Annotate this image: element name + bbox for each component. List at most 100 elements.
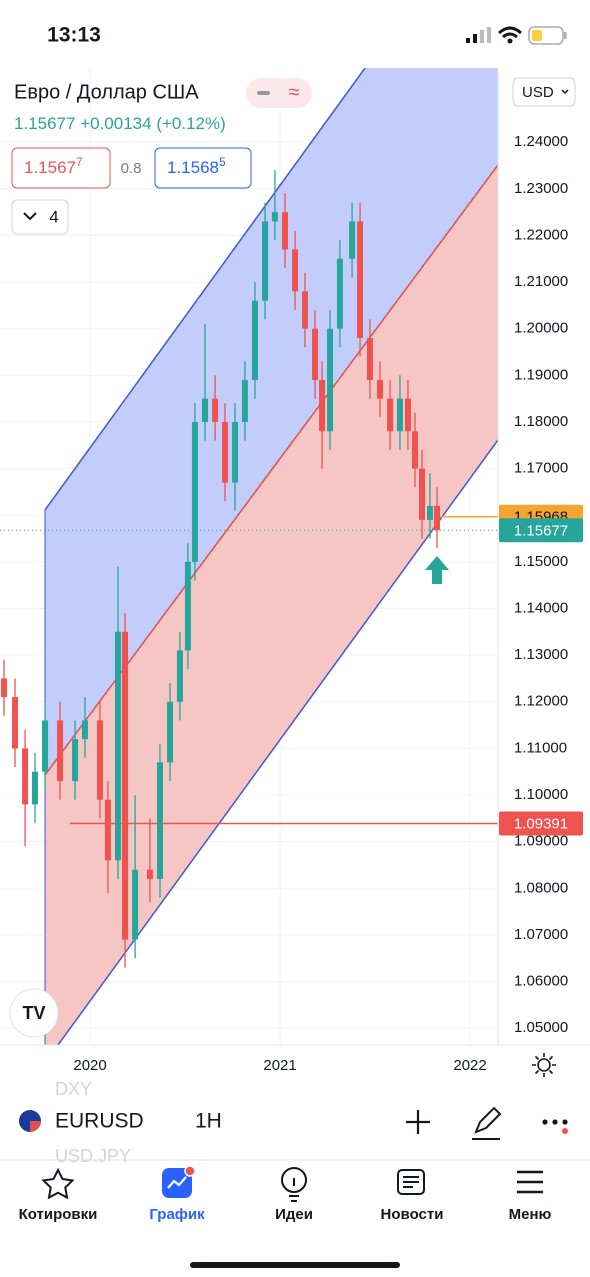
logo-button[interactable] (9, 988, 59, 1038)
last-price: 1.15677 (14, 114, 75, 133)
ghost-symbol-top: DXY (55, 1079, 92, 1099)
candle-body (0, 678, 7, 698)
buy-price: 1.15685 (167, 155, 226, 177)
more-button[interactable] (542, 1119, 568, 1134)
x-tick-label: 2020 (73, 1057, 106, 1074)
currency-label: USD (522, 84, 554, 101)
dropdown-chevron (561, 89, 569, 95)
nav-chart[interactable]: График (149, 1206, 205, 1223)
symbol[interactable]: EURUSD (55, 1110, 144, 1133)
candle-body (167, 701, 174, 763)
candle-body (357, 221, 364, 339)
candle-body (122, 631, 129, 940)
price-level-box (499, 811, 583, 836)
ghost-symbol-bottom: USD.JPY (55, 1146, 131, 1166)
interval[interactable]: 1H (195, 1110, 222, 1133)
candle-body (57, 720, 64, 782)
nav-news[interactable]: Новости (381, 1206, 444, 1223)
candle-body (282, 212, 289, 250)
candle-body (426, 505, 433, 520)
y-tick-label: 1.17000 (514, 460, 568, 477)
nav-badge (184, 1165, 196, 1177)
candle-body (396, 398, 403, 432)
candle-body (387, 398, 394, 432)
indicators-count: 4 (49, 207, 58, 226)
candle-body (377, 379, 384, 399)
y-tick-label: 1.07000 (514, 926, 568, 943)
nav-menu[interactable]: Меню (509, 1206, 552, 1223)
y-tick-label: 1.20000 (514, 320, 568, 337)
toggle-dash (257, 91, 270, 95)
y-tick-label: 1.14000 (514, 599, 568, 616)
candle-body (301, 291, 308, 329)
candle-body (312, 328, 319, 380)
visibility-toggle[interactable] (246, 78, 312, 108)
channel-upper-fill (45, 68, 498, 775)
candle-body (232, 421, 239, 483)
candle-body (327, 328, 334, 432)
sell-price: 1.15677 (24, 155, 83, 177)
buy-main: 1.1568 (167, 158, 219, 177)
candle-body (418, 468, 425, 520)
channel-upper-line (44, 68, 366, 511)
candle-body (104, 799, 111, 861)
status-icons (466, 26, 567, 45)
candle-body (72, 739, 79, 782)
candle-body (271, 212, 278, 222)
add-button[interactable] (406, 1110, 430, 1134)
sell-pip: 7 (76, 155, 83, 169)
y-tick-label: 1.19000 (514, 366, 568, 383)
sell-button[interactable] (11, 147, 111, 189)
candle-body (146, 869, 153, 879)
price-line: 1.15677 +0.00134 (+0.12%) (14, 114, 226, 133)
toggle-wave: ≈ (289, 81, 300, 103)
candle-body (404, 398, 411, 432)
candle-body (156, 762, 163, 879)
candle-body (184, 561, 191, 651)
status-time: 13:13 (47, 24, 101, 47)
candle-body (31, 771, 38, 805)
x-tick-label: 2022 (453, 1057, 486, 1074)
y-tick-label: 1.12000 (514, 693, 568, 710)
y-tick-label: 1.15000 (514, 553, 568, 570)
candle-body (366, 338, 373, 380)
nav-ideas[interactable]: Идеи (275, 1206, 313, 1223)
nav-icon-news (397, 1169, 425, 1195)
candle-body (81, 720, 88, 740)
nav-quotes[interactable]: Котировки (19, 1206, 98, 1223)
collapse-chevron (23, 212, 37, 221)
candle-body (202, 398, 209, 422)
indicators-collapse[interactable] (11, 199, 69, 235)
candle-body (262, 221, 269, 301)
candle-body (349, 221, 356, 259)
flag-icon (19, 1110, 41, 1132)
currency-dropdown[interactable] (512, 77, 576, 107)
candle-body (241, 379, 248, 422)
candle-body (132, 869, 139, 940)
candle-body (176, 650, 183, 702)
candle-body (12, 697, 19, 749)
candle-body (411, 431, 418, 469)
candle-body (319, 379, 326, 432)
y-tick-label: 1.22000 (514, 226, 568, 243)
candle-body (114, 631, 121, 861)
arrow-marker (425, 556, 449, 584)
candle-body (336, 258, 343, 329)
symbol-title: Евро / Доллар США (14, 81, 199, 103)
channel-lower-line (57, 439, 498, 1045)
y-tick-label: 1.09000 (514, 833, 568, 850)
settings-icon[interactable] (532, 1053, 556, 1077)
candle-body (251, 300, 258, 380)
change-pct: (+0.12%) (156, 114, 225, 133)
buy-button[interactable] (154, 147, 252, 189)
nav-icon-menu (517, 1170, 543, 1194)
y-tick-label: 1.05000 (514, 1019, 568, 1036)
draw-button[interactable] (472, 1106, 502, 1140)
home-indicator (190, 1262, 400, 1268)
buy-pip: 5 (219, 155, 226, 169)
logo: TV (22, 1003, 45, 1023)
price-level-label: 1.09391 (514, 815, 568, 832)
sell-main: 1.1567 (24, 158, 76, 177)
